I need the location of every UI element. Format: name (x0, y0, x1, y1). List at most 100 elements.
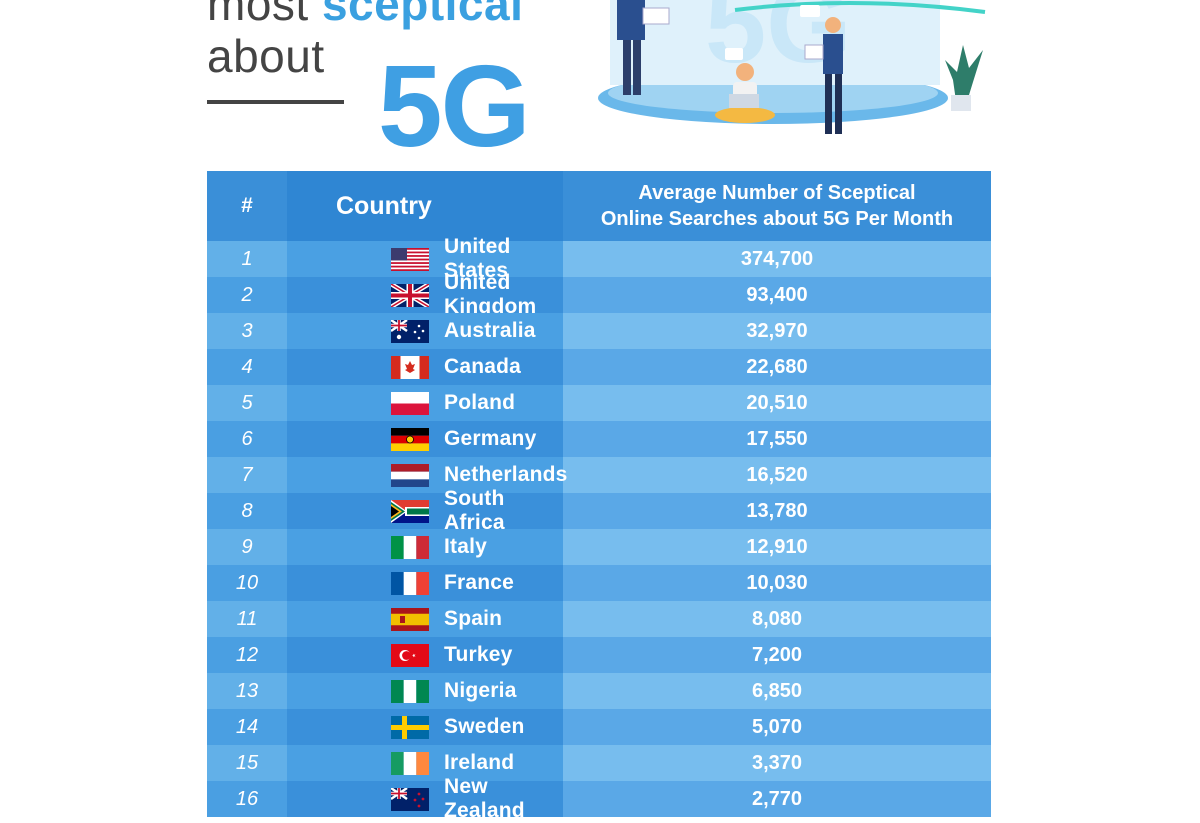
country-cell: Nigeria (287, 673, 563, 709)
rank-cell: 3 (207, 313, 287, 349)
table-body: 1 United States 374,700 2 United Kingdom 93,4… (207, 235, 991, 822)
rank-cell: 14 (207, 709, 287, 745)
headline-text: most (207, 0, 322, 30)
searches-table: # Country Average Number of Sceptical On… (207, 171, 991, 822)
headline-line-2: about (207, 30, 325, 82)
value-cell: 3,370 (563, 745, 991, 781)
fr-flag-icon (391, 572, 429, 595)
table-row: 1 United States 374,700 (207, 235, 991, 282)
country-label: Netherlands (444, 463, 568, 486)
table-row: 3 Australia 32,970 (207, 313, 991, 349)
es-flag-icon (391, 608, 429, 631)
value-cell: 5,070 (563, 709, 991, 745)
country-cell: Spain (287, 601, 563, 637)
headline-accent: sceptical (321, 0, 524, 30)
table-row: 13 Nigeria 6,850 (207, 673, 991, 709)
country-label: France (444, 571, 515, 594)
de-flag-icon (391, 428, 429, 451)
country-label: Turkey (444, 643, 513, 666)
country-cell: Australia (287, 313, 563, 349)
country-label: United Kingdom (444, 271, 537, 318)
headline-line-1: most sceptical (207, 0, 523, 30)
table-row: 8 South Africa 13,780 (207, 487, 991, 534)
country-cell: Turkey (287, 637, 563, 673)
rank-cell: 12 (207, 637, 287, 673)
country-cell: Canada (287, 349, 563, 385)
value-cell: 374,700 (563, 241, 991, 277)
rank-cell: 6 (207, 421, 287, 457)
country-label: Ireland (444, 751, 515, 774)
table-row: 11 Spain 8,080 (207, 601, 991, 637)
it-flag-icon (391, 536, 429, 559)
header-country: Country (287, 171, 563, 241)
rank-cell: 16 (207, 781, 287, 817)
value-cell: 13,780 (563, 493, 991, 529)
country-label: Germany (444, 427, 537, 450)
country-label: Spain (444, 607, 503, 630)
big-5g-logo: 5G (378, 41, 531, 171)
tr-flag-icon (391, 644, 429, 667)
country-cell: France (287, 565, 563, 601)
au-flag-icon (391, 320, 429, 343)
header-average-line-2: Online Searches about 5G Per Month (600, 208, 954, 230)
people-5g-illustration: 5G (598, 0, 986, 134)
value-cell: 10,030 (563, 565, 991, 601)
country-cell: United Kingdom (287, 271, 563, 318)
value-cell: 16,520 (563, 457, 991, 493)
country-label: Sweden (444, 715, 525, 738)
table-row: 10 France 10,030 (207, 565, 991, 601)
country-label: South Africa (444, 487, 505, 534)
us-flag-icon (391, 248, 429, 271)
ie-flag-icon (391, 752, 429, 775)
country-cell: United States (287, 235, 563, 282)
table-row: 6 Germany 17,550 (207, 421, 991, 457)
country-label: New Zealand (444, 775, 525, 822)
table-row: 5 Poland 20,510 (207, 385, 991, 421)
country-label: Italy (444, 535, 488, 558)
value-cell: 7,200 (563, 637, 991, 673)
country-label: Australia (444, 319, 536, 342)
rank-cell: 9 (207, 529, 287, 565)
header-average: Average Number of Sceptical Online Searc… (563, 171, 991, 241)
ng-flag-icon (391, 680, 429, 703)
country-label: Nigeria (444, 679, 517, 702)
country-cell: Poland (287, 385, 563, 421)
ca-flag-icon (391, 356, 429, 379)
value-cell: 93,400 (563, 277, 991, 313)
value-cell: 17,550 (563, 421, 991, 457)
value-cell: 12,910 (563, 529, 991, 565)
rank-cell: 7 (207, 457, 287, 493)
country-label: United States (444, 235, 511, 282)
table-row: 9 Italy 12,910 (207, 529, 991, 565)
headline: most sceptical about (207, 0, 523, 82)
table-row: 12 Turkey 7,200 (207, 637, 991, 673)
rank-cell: 2 (207, 277, 287, 313)
table-row: 7 Netherlands 16,520 (207, 457, 991, 493)
rank-cell: 13 (207, 673, 287, 709)
za-flag-icon (391, 500, 429, 523)
value-cell: 32,970 (563, 313, 991, 349)
se-flag-icon (391, 716, 429, 739)
country-cell: Netherlands (287, 457, 567, 493)
rank-cell: 15 (207, 745, 287, 781)
pl-flag-icon (391, 392, 429, 415)
header-rank: # (207, 171, 287, 241)
country-label: Poland (444, 391, 516, 414)
value-cell: 20,510 (563, 385, 991, 421)
table-row: 16 New Zealand 2,770 (207, 775, 991, 822)
nl-flag-icon (391, 464, 429, 487)
country-cell: Italy (287, 529, 563, 565)
country-cell: Ireland (287, 745, 563, 781)
country-cell: South Africa (287, 487, 563, 534)
table-row: 4 Canada 22,680 (207, 349, 991, 385)
headline-underline (207, 100, 344, 104)
header-average-line-1: Average Number of Sceptical (638, 182, 916, 204)
value-cell: 6,850 (563, 673, 991, 709)
rank-cell: 11 (207, 601, 287, 637)
uk-flag-icon (391, 284, 429, 307)
value-cell: 8,080 (563, 601, 991, 637)
table-header: # Country Average Number of Sceptical On… (207, 171, 991, 241)
value-cell: 22,680 (563, 349, 991, 385)
country-cell: Germany (287, 421, 563, 457)
rank-cell: 10 (207, 565, 287, 601)
